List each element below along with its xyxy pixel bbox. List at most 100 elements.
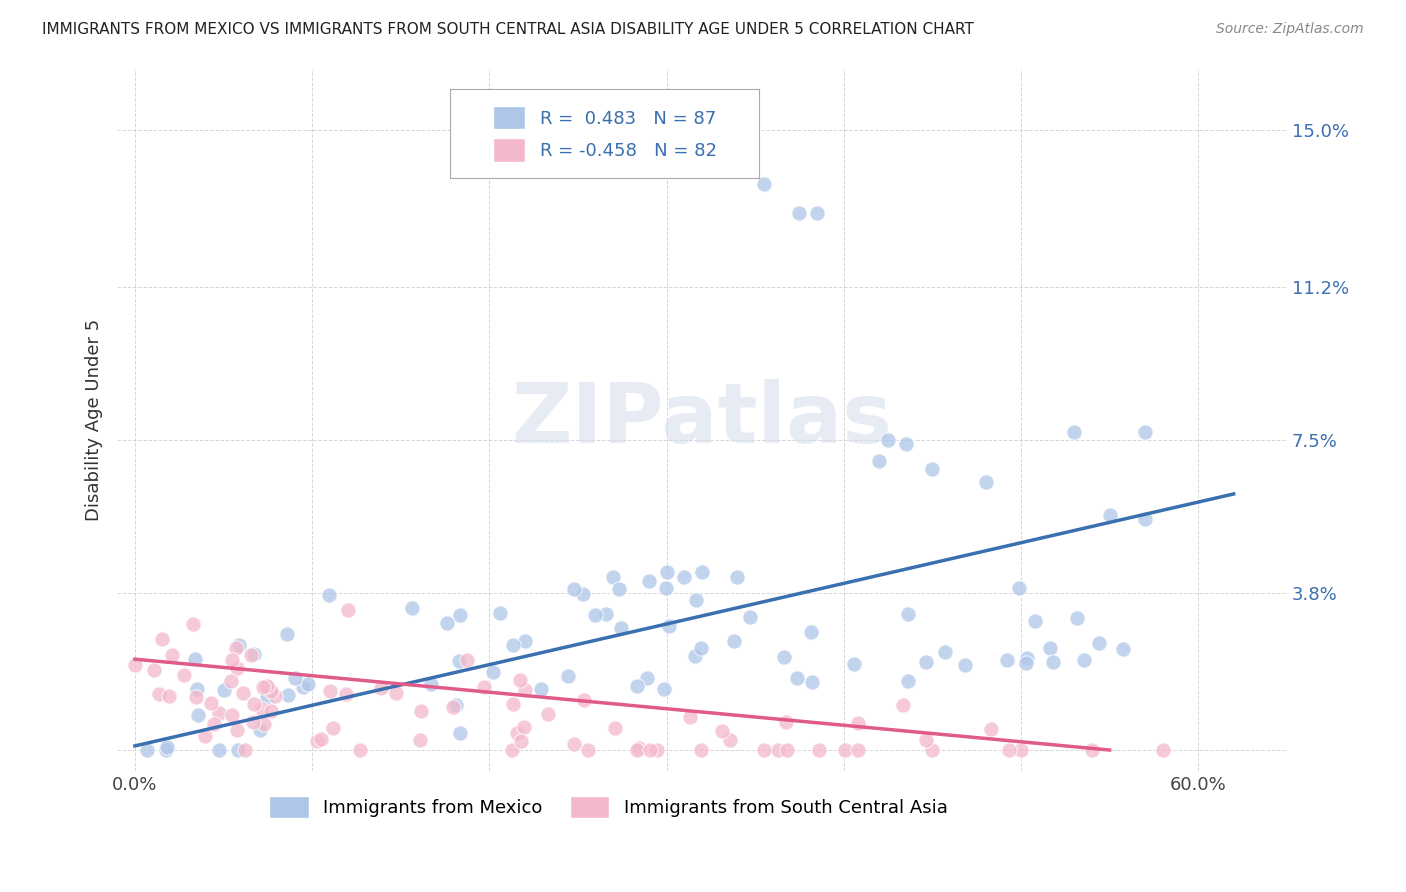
Point: [1024, 615, 1046, 629]
Point: [509, 673, 531, 688]
Point: [934, 644, 956, 658]
Legend: R =  0.483   N = 87, R = -0.458   N = 82: R = 0.483 N = 87, R = -0.458 N = 82: [485, 99, 724, 169]
Point: [574, 692, 596, 706]
Point: [277, 688, 299, 702]
Point: [752, 177, 775, 191]
Point: [690, 566, 713, 580]
Point: [173, 667, 195, 681]
Point: [974, 475, 997, 489]
Point: [603, 722, 626, 736]
Point: [515, 683, 537, 698]
Point: [654, 582, 676, 596]
Point: [228, 638, 250, 652]
Point: [254, 679, 277, 693]
Point: [1133, 512, 1156, 526]
Point: [786, 671, 808, 685]
Point: [420, 676, 443, 690]
Point: [441, 700, 464, 714]
Point: [914, 656, 936, 670]
Point: [846, 743, 869, 757]
Point: [409, 704, 432, 718]
Point: [1098, 508, 1121, 522]
Point: [583, 607, 606, 622]
Point: [1081, 743, 1104, 757]
Point: [710, 723, 733, 738]
Point: [1017, 651, 1039, 665]
Point: [135, 743, 157, 757]
Point: [221, 708, 243, 723]
Point: [515, 634, 537, 648]
Point: [226, 743, 249, 757]
Point: [194, 729, 217, 743]
Point: [846, 716, 869, 731]
Point: [834, 743, 856, 757]
Point: [156, 739, 179, 754]
Point: [602, 569, 624, 583]
Point: [309, 732, 332, 747]
Point: [844, 657, 866, 671]
Point: [291, 680, 314, 694]
Point: [690, 743, 713, 757]
Point: [449, 654, 471, 668]
Point: [891, 698, 914, 713]
Point: [980, 722, 1002, 736]
Point: [260, 704, 283, 718]
Point: [562, 582, 585, 596]
Point: [772, 650, 794, 665]
Point: [638, 743, 661, 757]
Point: [689, 641, 711, 656]
Point: [284, 671, 307, 685]
Point: [243, 697, 266, 711]
Point: [233, 743, 256, 757]
Point: [718, 733, 741, 747]
Point: [502, 697, 524, 711]
Point: [208, 743, 231, 757]
Point: [489, 606, 512, 620]
Point: [801, 674, 824, 689]
Point: [768, 743, 790, 757]
Point: [645, 743, 668, 757]
Point: [1066, 611, 1088, 625]
Point: [627, 740, 650, 755]
Point: [155, 743, 177, 757]
Point: [997, 743, 1019, 757]
Point: [409, 732, 432, 747]
Point: [260, 684, 283, 698]
Point: [607, 582, 630, 596]
Point: [562, 737, 585, 751]
Point: [1008, 581, 1031, 595]
Point: [685, 593, 707, 607]
Point: [472, 680, 495, 694]
Point: [186, 681, 208, 696]
Point: [897, 607, 920, 621]
Point: [868, 454, 890, 468]
Point: [225, 723, 247, 737]
Point: [124, 657, 146, 672]
Legend: Immigrants from Mexico, Immigrants from South Central Asia: Immigrants from Mexico, Immigrants from …: [262, 789, 955, 825]
Point: [1152, 743, 1174, 757]
Point: [200, 696, 222, 710]
Point: [449, 607, 471, 622]
Point: [808, 743, 831, 757]
Point: [249, 723, 271, 737]
Point: [775, 714, 797, 729]
Point: [953, 657, 976, 672]
Point: [307, 734, 329, 748]
Point: [572, 587, 595, 601]
Point: [242, 715, 264, 730]
Point: [318, 588, 340, 602]
Point: [530, 681, 553, 696]
Point: [776, 743, 799, 757]
Point: [184, 652, 207, 666]
Point: [297, 677, 319, 691]
Point: [243, 647, 266, 661]
Point: [915, 733, 938, 747]
Point: [444, 698, 467, 712]
Point: [626, 743, 648, 757]
Point: [654, 682, 676, 697]
Text: ZIPatlas: ZIPatlas: [512, 379, 893, 460]
Point: [505, 725, 527, 739]
Point: [995, 653, 1018, 667]
Point: [456, 653, 478, 667]
Point: [894, 437, 917, 451]
